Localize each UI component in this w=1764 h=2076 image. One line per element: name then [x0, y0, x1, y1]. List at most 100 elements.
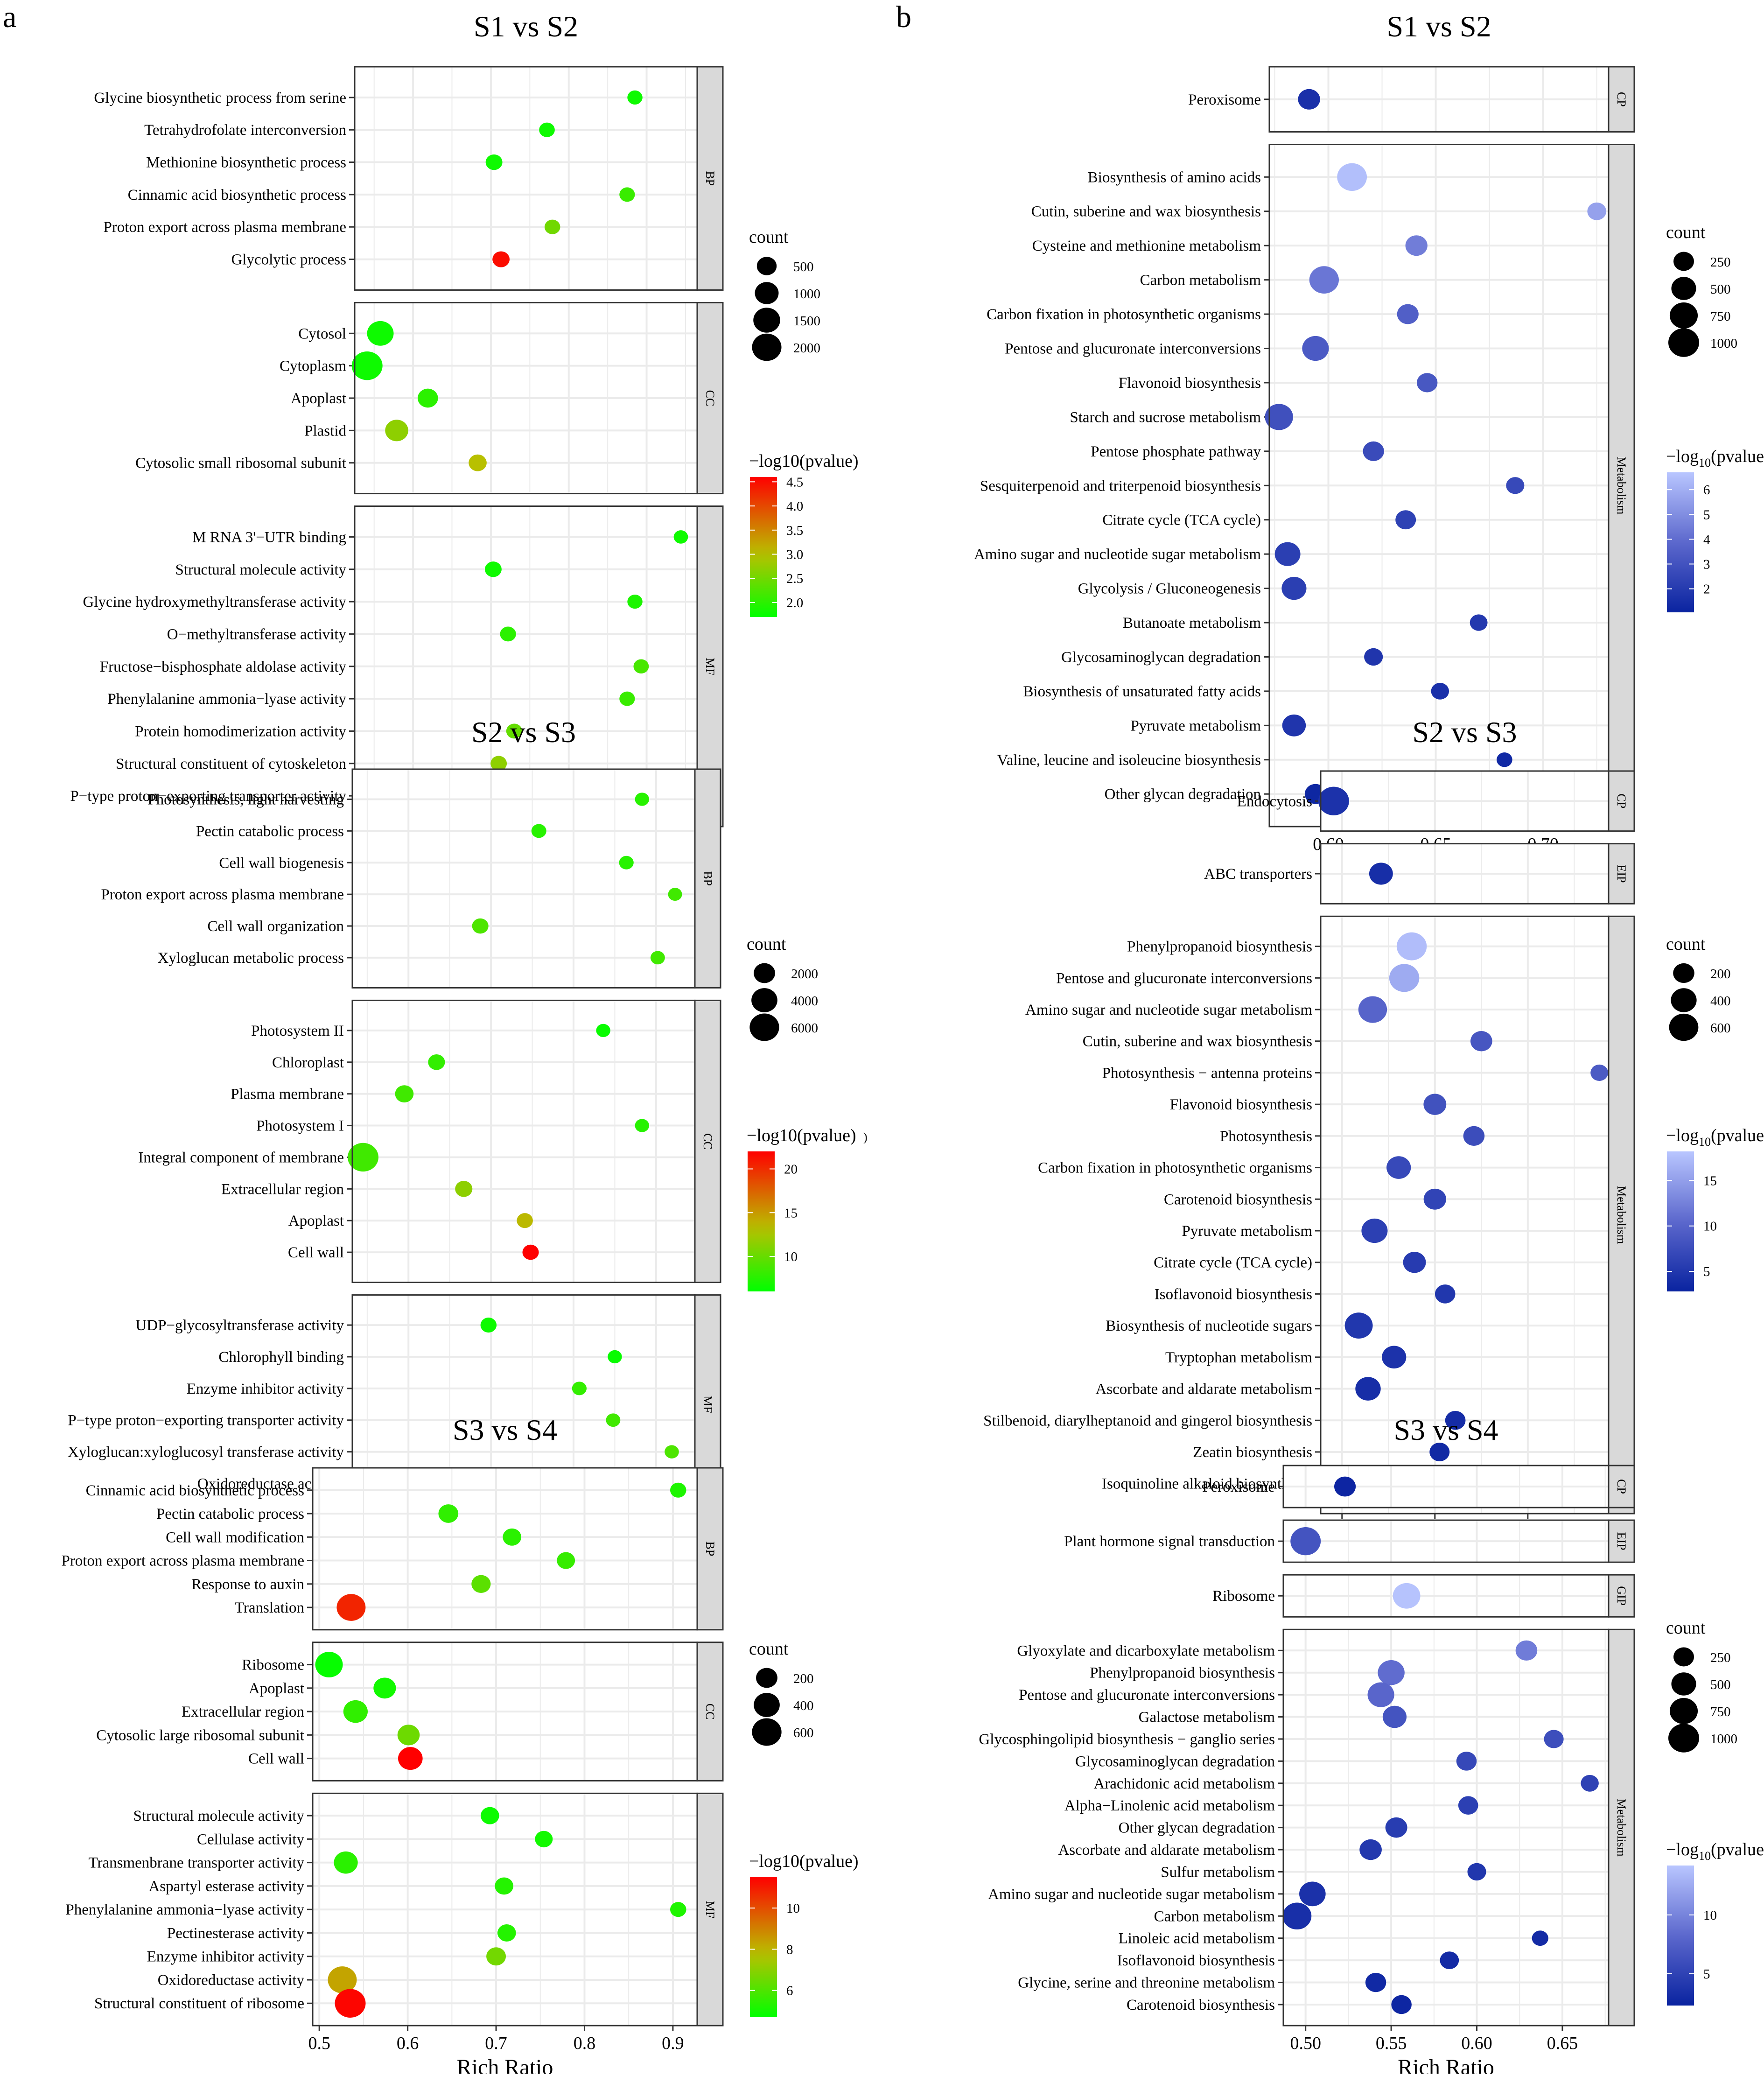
y-tick-label: O−methyltransferase activity: [167, 626, 347, 643]
data-point: [531, 824, 546, 838]
data-point: [1445, 1410, 1466, 1430]
facet-cc: Cytosol Cytoplasm Apoplast Plastid Cytosolic…: [135, 302, 724, 495]
data-point: [367, 321, 394, 346]
y-tick-label: Other glycan degradation: [1105, 786, 1261, 803]
x-tick-label: 0.65: [1547, 2034, 1578, 2053]
data-point: [1337, 163, 1367, 191]
data-point: [428, 1054, 445, 1070]
y-tick-label: Flavonoid biosynthesis: [1170, 1096, 1312, 1113]
data-point: [503, 1528, 522, 1546]
facet-panel-bg: [355, 67, 697, 290]
data-point: [1265, 404, 1293, 430]
facet-strip-label: BP: [703, 171, 717, 186]
y-tick-label: Cytosol: [298, 325, 346, 342]
data-point: [665, 1445, 679, 1459]
y-tick-label: Proton export across plasma membrane: [61, 1553, 304, 1570]
y-tick-label: Structural molecule activity: [133, 1808, 304, 1824]
y-tick-label: Pentose and glucuronate interconversions: [1056, 970, 1312, 987]
data-point: [490, 756, 507, 771]
data-point: [1470, 614, 1488, 631]
y-tick-label: Xyloglucan:xyloglucosyl transferase acti…: [68, 1444, 344, 1461]
size-legend: count 200 400 600: [1666, 934, 1731, 1041]
colorbar-tick-label: 3.0: [786, 547, 803, 562]
data-point: [1281, 576, 1307, 600]
size-legend-label: 250: [1710, 255, 1731, 270]
data-point: [1318, 786, 1349, 816]
size-legend-title: count: [1666, 934, 1706, 954]
y-tick-label: Cell wall: [248, 1751, 304, 1767]
data-point: [315, 1652, 343, 1677]
y-tick-label: Photosynthesis − antenna proteins: [1102, 1065, 1312, 1081]
data-point: [1435, 1284, 1456, 1304]
y-tick-label: UDP−glycosyltransferase activity: [135, 1317, 344, 1334]
data-point: [1497, 752, 1512, 767]
size-legend-label: 500: [793, 260, 814, 274]
size-legend-label: 750: [1710, 1704, 1731, 1719]
data-point: [1334, 1476, 1356, 1497]
y-tick-label: Extracellular region: [182, 1704, 304, 1720]
y-tick-label: Cytosolic small ribosomal subunit: [135, 455, 346, 472]
y-tick-label: Cytosolic large ribosomal subunit: [96, 1727, 304, 1744]
y-tick-label: Glycine, serine and threonine metabolism: [1018, 1975, 1275, 1992]
facet-strip: [1608, 1574, 1635, 1618]
y-tick-label: Translation: [235, 1599, 304, 1616]
color-legend-title-main: −log: [1666, 1126, 1699, 1145]
color-legend: −log10(pvalue) 6 8 10: [749, 1852, 859, 2017]
facet-strip: [694, 768, 721, 989]
y-tick-label: Chlorophyll binding: [218, 1349, 344, 1366]
size-legend-key: [752, 1718, 782, 1746]
facet-strip-label: MF: [703, 1901, 717, 1918]
y-tick-label: Pectinesterase activity: [167, 1925, 305, 1942]
y-tick-label: M RNA 3'−UTR binding: [192, 529, 346, 546]
x-tick-label: 0.9: [662, 2034, 684, 2053]
size-legend-key: [1673, 1647, 1694, 1667]
facet-bp: Glycine biosynthetic process from serine…: [94, 66, 724, 291]
colorbar: [1667, 1151, 1694, 1291]
facet-metabolism: Glyoxylate and dicarboxylate metabolism P…: [979, 1628, 1635, 2027]
colorbar-tick-label: 5: [1703, 507, 1710, 522]
size-legend-label: 200: [1710, 967, 1731, 982]
data-point: [417, 388, 438, 408]
y-tick-label: Galactose metabolism: [1139, 1709, 1275, 1726]
data-point: [1515, 1640, 1538, 1661]
facet-strip-label: EIP: [1615, 864, 1628, 883]
y-tick-label: Oxidoreductase activity: [158, 1972, 305, 1989]
colorbar: [750, 477, 777, 617]
facet-strip: [696, 302, 724, 495]
data-point: [1431, 683, 1449, 700]
y-tick-label: Phenylpropanoid biosynthesis: [1090, 1665, 1275, 1682]
facet-strip: [696, 1641, 724, 1781]
size-legend-key: [1669, 1698, 1698, 1724]
facet-panel-bg: [313, 1468, 697, 1630]
data-point: [1359, 1839, 1382, 1860]
chart-panel-b3: S3 vs S4 Peroxisome CP Plant hormone signal…: [979, 1413, 1764, 2076]
data-point: [1302, 336, 1329, 361]
facet-strip-label: CP: [1615, 793, 1628, 808]
data-point: [397, 1725, 420, 1746]
data-point: [373, 1677, 396, 1699]
y-tick-label: Pectin catabolic process: [156, 1506, 304, 1522]
y-tick-label: Protein homodimerization activity: [135, 723, 346, 740]
data-point: [606, 1413, 621, 1427]
y-tick-label: Cell wall modification: [166, 1529, 304, 1546]
data-point: [635, 793, 650, 806]
colorbar-tick-label: 5: [1703, 1264, 1710, 1279]
data-point: [557, 1552, 575, 1569]
chart-panel-a1: S1 vs S2 Glycine biosynthetic process fro…: [70, 10, 858, 881]
y-tick-label: Phenylalanine ammonia−lyase activity: [107, 691, 346, 708]
facet-panel-bg: [352, 1000, 695, 1283]
y-tick-label: Pyruvate metabolism: [1182, 1223, 1312, 1240]
y-tick-label: Plant hormone signal transduction: [1064, 1533, 1275, 1550]
color-legend-title-tail: (pvalue): [1711, 1840, 1764, 1859]
data-point: [1470, 1031, 1492, 1052]
data-point: [1440, 1951, 1459, 1970]
y-tick-label: Cytoplasm: [280, 358, 346, 375]
data-point: [506, 723, 523, 739]
y-tick-label: Endocytosis: [1237, 793, 1312, 810]
facet-eip: ABC transporters EIP: [1204, 843, 1635, 905]
y-tick-label: Ascorbate and aldarate metabolism: [1095, 1381, 1312, 1398]
data-point: [1364, 648, 1383, 666]
chart-title: S2 vs S3: [471, 715, 576, 749]
y-tick-label: Glyoxylate and dicarboxylate metabolism: [1017, 1642, 1275, 1659]
